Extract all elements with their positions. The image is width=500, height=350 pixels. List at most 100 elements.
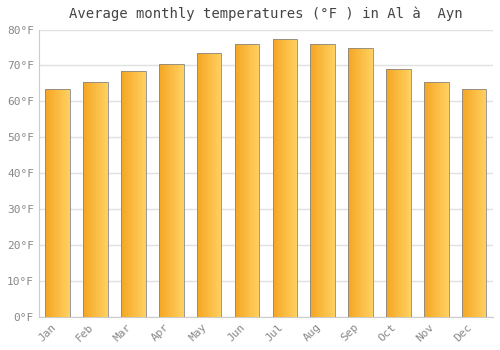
Bar [132, 71, 134, 317]
Bar [62, 89, 64, 317]
Bar [401, 69, 402, 317]
Bar [166, 64, 167, 317]
Bar [442, 82, 443, 317]
Bar [292, 38, 293, 317]
Bar [433, 82, 434, 317]
Bar [321, 44, 322, 317]
Bar [430, 82, 432, 317]
Bar [482, 89, 483, 317]
Bar [234, 44, 260, 317]
Bar [130, 71, 131, 317]
Bar [206, 53, 208, 317]
Bar [330, 44, 331, 317]
Bar [353, 48, 354, 317]
Bar [371, 48, 372, 317]
Bar [46, 89, 70, 317]
Bar [466, 89, 468, 317]
Bar [198, 53, 200, 317]
Bar [444, 82, 446, 317]
Bar [272, 38, 274, 317]
Bar [472, 89, 474, 317]
Bar [392, 69, 394, 317]
Bar [95, 82, 96, 317]
Bar [484, 89, 485, 317]
Bar [257, 44, 258, 317]
Bar [177, 64, 178, 317]
Bar [388, 69, 390, 317]
Bar [135, 71, 136, 317]
Bar [327, 44, 328, 317]
Bar [121, 71, 122, 317]
Bar [200, 53, 201, 317]
Bar [368, 48, 369, 317]
Bar [434, 82, 436, 317]
Bar [483, 89, 484, 317]
Bar [178, 64, 180, 317]
Bar [246, 44, 247, 317]
Bar [97, 82, 98, 317]
Bar [352, 48, 353, 317]
Bar [400, 69, 401, 317]
Bar [360, 48, 362, 317]
Bar [139, 71, 140, 317]
Bar [138, 71, 139, 317]
Bar [46, 89, 47, 317]
Bar [367, 48, 368, 317]
Bar [94, 82, 95, 317]
Bar [61, 89, 62, 317]
Bar [239, 44, 240, 317]
Bar [90, 82, 92, 317]
Bar [169, 64, 170, 317]
Bar [348, 48, 349, 317]
Bar [354, 48, 355, 317]
Bar [99, 82, 100, 317]
Bar [170, 64, 172, 317]
Bar [208, 53, 209, 317]
Bar [438, 82, 440, 317]
Bar [294, 38, 296, 317]
Bar [52, 89, 53, 317]
Bar [428, 82, 429, 317]
Bar [172, 64, 173, 317]
Bar [290, 38, 292, 317]
Bar [210, 53, 211, 317]
Bar [398, 69, 399, 317]
Bar [447, 82, 448, 317]
Bar [123, 71, 124, 317]
Bar [197, 53, 198, 317]
Bar [197, 53, 222, 317]
Bar [296, 38, 297, 317]
Bar [464, 89, 465, 317]
Bar [248, 44, 250, 317]
Bar [86, 82, 88, 317]
Bar [159, 64, 184, 317]
Bar [479, 89, 480, 317]
Bar [474, 89, 475, 317]
Bar [470, 89, 471, 317]
Bar [276, 38, 278, 317]
Bar [310, 44, 311, 317]
Bar [254, 44, 255, 317]
Bar [324, 44, 325, 317]
Bar [251, 44, 252, 317]
Bar [256, 44, 257, 317]
Bar [126, 71, 127, 317]
Bar [480, 89, 482, 317]
Bar [349, 48, 350, 317]
Bar [121, 71, 146, 317]
Bar [202, 53, 203, 317]
Bar [465, 89, 466, 317]
Bar [53, 89, 54, 317]
Bar [429, 82, 430, 317]
Bar [243, 44, 244, 317]
Bar [409, 69, 410, 317]
Bar [424, 82, 425, 317]
Bar [140, 71, 141, 317]
Bar [318, 44, 320, 317]
Bar [160, 64, 162, 317]
Bar [478, 89, 479, 317]
Bar [406, 69, 408, 317]
Bar [183, 64, 184, 317]
Bar [311, 44, 312, 317]
Bar [282, 38, 283, 317]
